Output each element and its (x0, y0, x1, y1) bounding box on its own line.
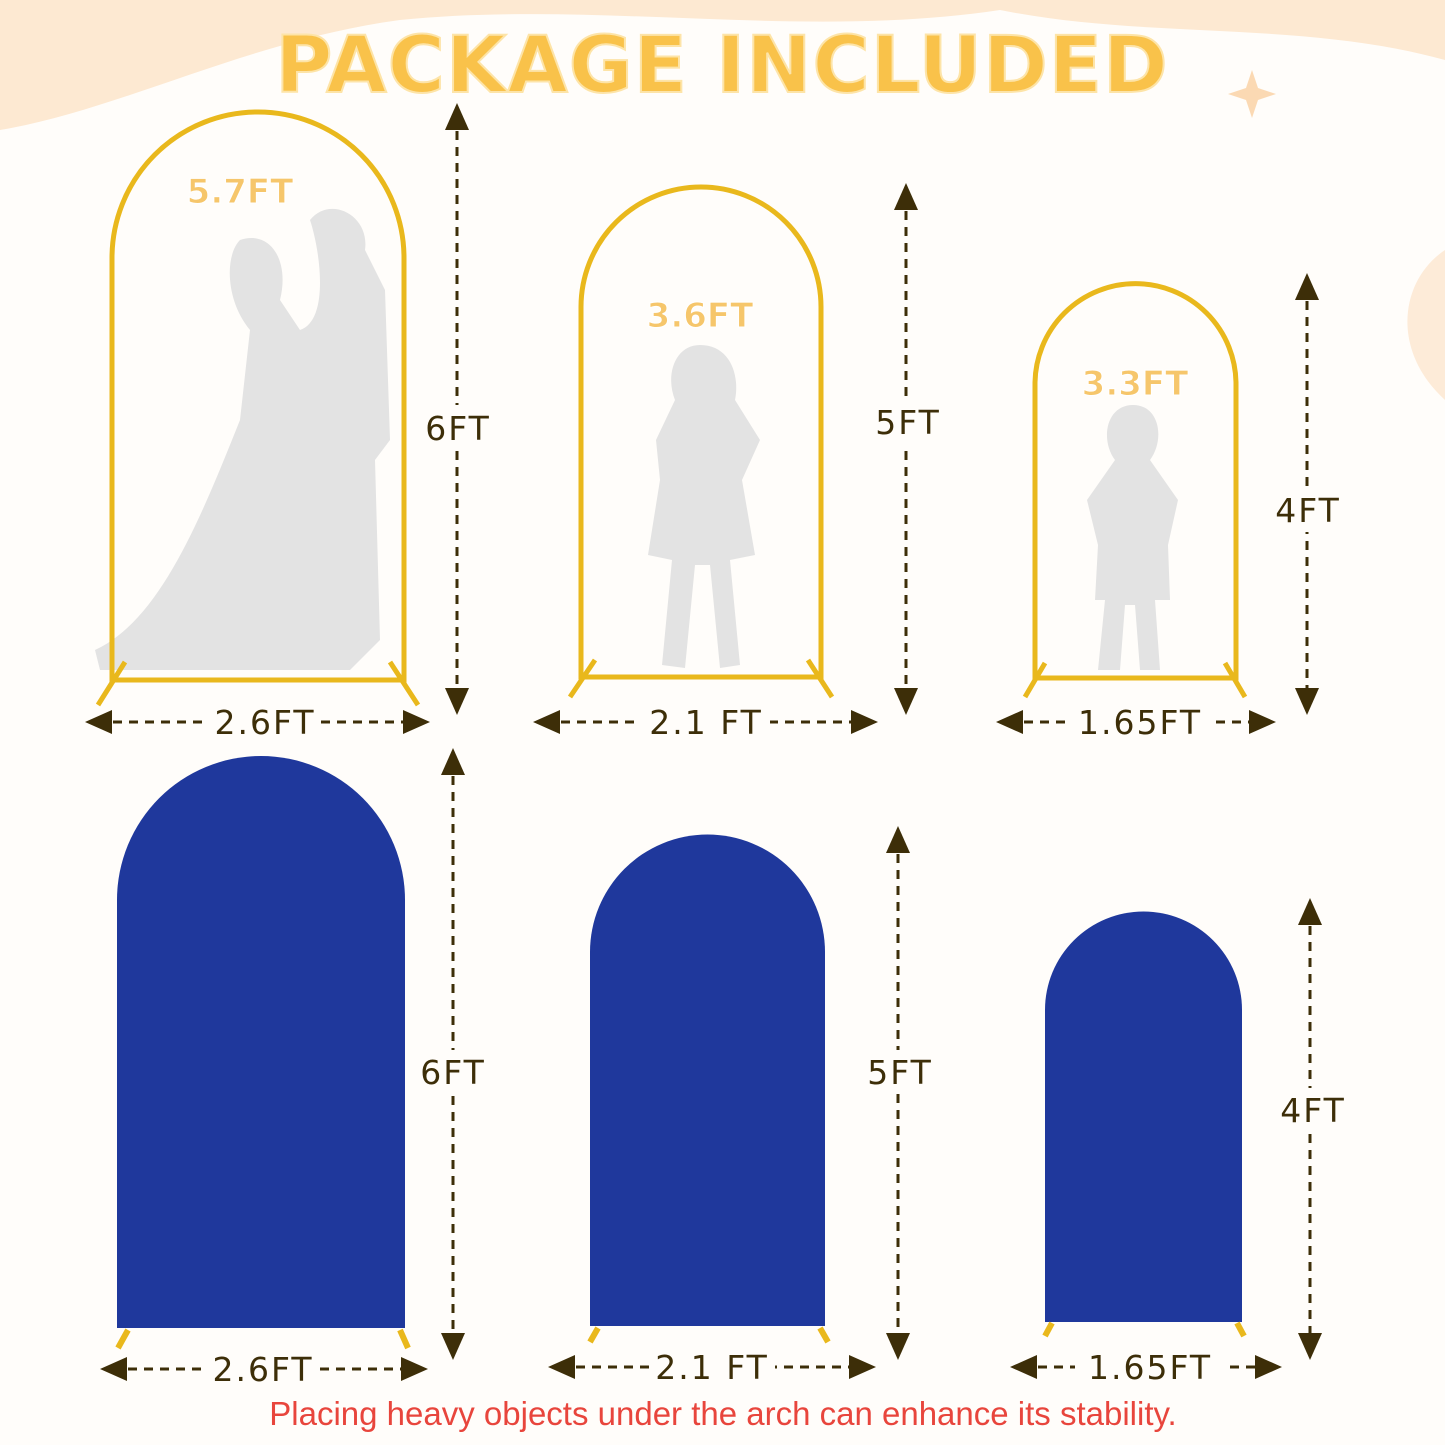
frame-height-label: 5FT (875, 403, 941, 442)
person-height-label: 5.7FT (187, 172, 294, 212)
cover-width-label: 1.65FT (1088, 1348, 1212, 1387)
arch-frame-large: 5.7FT (95, 109, 421, 707)
arch-cover-large (115, 756, 411, 1350)
girl-silhouette (648, 345, 760, 668)
cover-height-label: 6FT (420, 1053, 486, 1092)
cover-width-label: 2.6FT (212, 1350, 313, 1389)
background-wave (0, 0, 1445, 130)
arch-frame-medium: 3.6FT (567, 184, 835, 699)
sparkle-icon (1228, 70, 1276, 118)
page-title: PACKAGE INCLUDED (275, 21, 1168, 111)
stability-note: Placing heavy objects under the arch can… (269, 1395, 1176, 1432)
cover-width-label: 2.1 FT (655, 1348, 769, 1387)
frame-width-label: 1.65FT (1078, 703, 1202, 742)
cover-height-label: 4FT (1280, 1091, 1346, 1130)
frame-height-label: 6FT (425, 409, 491, 448)
background-blob (1407, 250, 1445, 400)
person-height-label: 3.6FT (647, 296, 754, 336)
person-height-label: 3.3FT (1082, 364, 1189, 404)
boy-silhouette (1087, 405, 1178, 670)
frame-height-label: 4FT (1275, 491, 1341, 530)
arch-cover-small (1042, 911, 1247, 1338)
arch-cover-medium (587, 834, 831, 1344)
couple-silhouette (95, 208, 390, 670)
frame-width-label: 2.1 FT (649, 703, 763, 742)
cover-height-label: 5FT (867, 1053, 933, 1092)
frame-width-label: 2.6FT (214, 703, 315, 742)
arch-frame-small: 3.3FT (1022, 281, 1248, 699)
